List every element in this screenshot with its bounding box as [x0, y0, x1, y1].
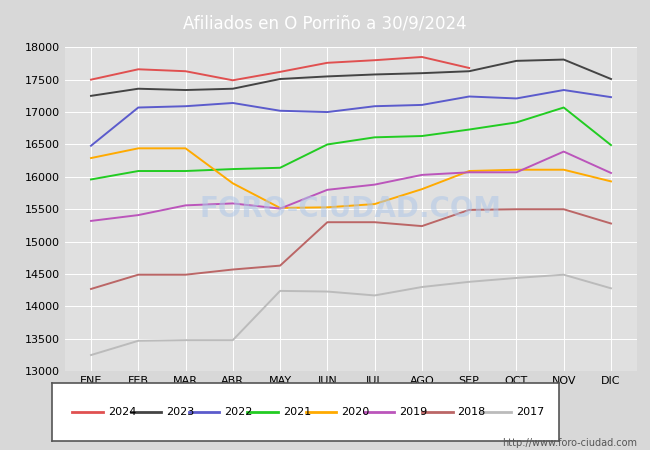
Text: FORO-CIUDAD.COM: FORO-CIUDAD.COM — [200, 195, 502, 223]
Text: 2023: 2023 — [166, 407, 194, 417]
Text: 2019: 2019 — [399, 407, 428, 417]
Text: 2022: 2022 — [224, 407, 253, 417]
Text: 2018: 2018 — [458, 407, 486, 417]
Text: 2020: 2020 — [341, 407, 369, 417]
Text: Afiliados en O Porriño a 30/9/2024: Afiliados en O Porriño a 30/9/2024 — [183, 14, 467, 33]
Text: 2017: 2017 — [516, 407, 544, 417]
Text: 2024: 2024 — [108, 407, 136, 417]
Text: 2021: 2021 — [283, 407, 311, 417]
Text: http://www.foro-ciudad.com: http://www.foro-ciudad.com — [502, 438, 637, 448]
